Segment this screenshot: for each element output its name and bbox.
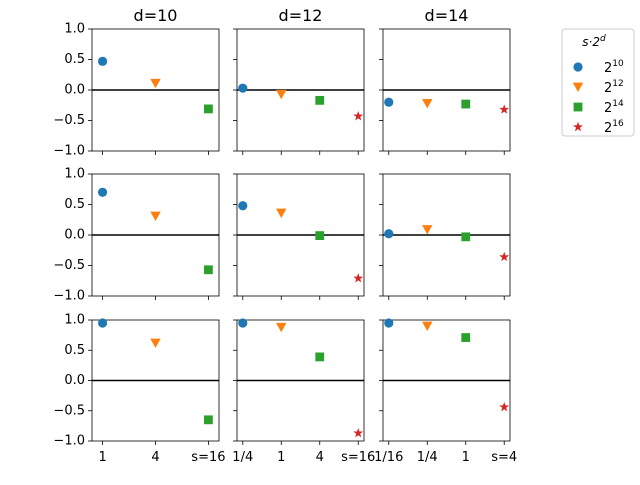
- data-point: [353, 111, 364, 121]
- data-point: [499, 251, 510, 262]
- panel-frame: [236, 28, 365, 152]
- data-point: [276, 208, 287, 218]
- data-point: [97, 187, 108, 197]
- data-point: [150, 338, 161, 348]
- data-point: [499, 401, 510, 412]
- data-point: [315, 352, 325, 362]
- data-point: [461, 333, 471, 342]
- data-point: [238, 83, 248, 93]
- y-tick-label: 1.0: [64, 22, 85, 37]
- data-point: [353, 427, 364, 438]
- x-tick-label: s=16: [341, 450, 375, 465]
- x-tick-label: 1: [98, 450, 106, 465]
- x-tick-label: 1/16: [374, 450, 403, 465]
- x-tick-label: 4: [151, 450, 159, 465]
- panel-frame: [236, 173, 365, 297]
- y-tick-label: 0.0: [64, 228, 85, 243]
- legend-label-exponent: 16: [612, 119, 624, 129]
- data-point: [353, 273, 364, 283]
- column-title: d=10: [134, 6, 178, 25]
- data-point: [499, 104, 510, 114]
- y-tick-label: 0.5: [64, 343, 85, 358]
- data-point: [422, 225, 433, 235]
- legend-label-exponent: 14: [612, 99, 624, 109]
- panel-frame: [382, 319, 511, 442]
- x-tick-label: 1/4: [417, 450, 438, 465]
- y-tick-label: 0.0: [64, 373, 85, 388]
- data-point: [150, 211, 161, 222]
- data-point: [276, 89, 287, 100]
- legend-marker: [573, 102, 583, 112]
- legend-marker: [573, 121, 583, 132]
- data-point: [97, 56, 108, 66]
- panel-frame: [236, 319, 365, 442]
- data-point: [204, 265, 213, 275]
- x-tick-label: s=16: [191, 450, 225, 465]
- y-tick-label: −1.0: [53, 289, 85, 304]
- panel-frame: [91, 28, 220, 152]
- data-point: [422, 321, 433, 331]
- x-tick-label: 1: [462, 450, 470, 465]
- y-tick-label: −1.0: [53, 434, 85, 449]
- data-point: [150, 78, 161, 89]
- data-point: [97, 318, 108, 328]
- x-tick-label: 1/4: [232, 450, 253, 465]
- data-point: [384, 229, 394, 239]
- panel-frame: [382, 173, 511, 297]
- x-tick-label: s=4: [491, 450, 517, 465]
- data-point: [384, 97, 394, 107]
- data-point: [238, 318, 248, 328]
- column-title: d=12: [279, 6, 323, 25]
- data-point: [315, 95, 325, 105]
- data-point: [422, 99, 433, 109]
- legend-title-superscript: d: [600, 34, 606, 44]
- x-tick-label: 1: [277, 450, 285, 465]
- y-tick-label: 0.5: [64, 197, 85, 212]
- data-point: [315, 231, 325, 241]
- panel-frame: [91, 173, 220, 297]
- y-tick-label: −1.0: [53, 144, 85, 159]
- panel-frame: [91, 319, 220, 442]
- y-tick-label: −0.5: [53, 258, 85, 273]
- legend-marker: [573, 62, 583, 72]
- data-point: [461, 232, 471, 242]
- data-point: [204, 415, 213, 425]
- data-point: [276, 322, 287, 333]
- y-tick-label: −0.5: [53, 113, 85, 128]
- y-tick-label: 0.5: [64, 52, 85, 67]
- panel-frame: [382, 28, 511, 152]
- y-tick-label: 1.0: [64, 313, 85, 328]
- legend-label-exponent: 12: [612, 79, 623, 89]
- y-tick-label: −0.5: [53, 403, 85, 418]
- data-point: [461, 99, 471, 109]
- x-tick-label: 4: [316, 450, 324, 465]
- legend-marker: [572, 82, 584, 92]
- legend-label-exponent: 10: [612, 59, 624, 69]
- data-point: [384, 318, 394, 328]
- y-tick-label: 0.0: [64, 83, 85, 98]
- column-title: d=14: [425, 6, 469, 25]
- data-point: [204, 104, 213, 114]
- y-tick-label: 1.0: [64, 167, 85, 182]
- data-point: [238, 201, 248, 211]
